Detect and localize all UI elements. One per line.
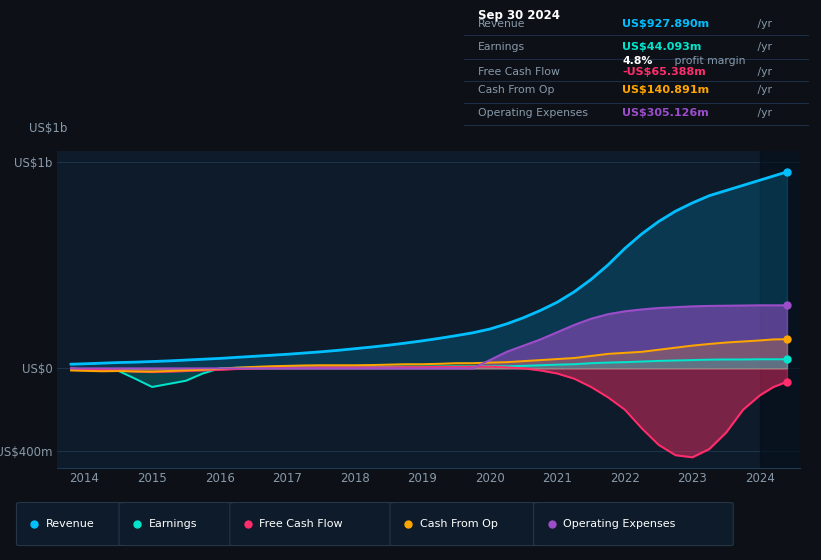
Text: Cash From Op: Cash From Op: [420, 519, 498, 529]
Text: /yr: /yr: [754, 109, 772, 118]
FancyBboxPatch shape: [16, 502, 126, 545]
Text: profit margin: profit margin: [671, 57, 745, 67]
Text: /yr: /yr: [754, 20, 772, 29]
Text: US$44.093m: US$44.093m: [622, 43, 702, 52]
Text: /yr: /yr: [754, 85, 772, 95]
Text: -US$65.388m: -US$65.388m: [622, 67, 706, 77]
FancyBboxPatch shape: [390, 502, 540, 545]
Text: /yr: /yr: [754, 67, 772, 77]
Text: Operating Expenses: Operating Expenses: [563, 519, 676, 529]
Text: US$1b: US$1b: [29, 122, 67, 136]
FancyBboxPatch shape: [230, 502, 397, 545]
Text: Earnings: Earnings: [149, 519, 197, 529]
Text: Revenue: Revenue: [46, 519, 94, 529]
Text: 4.8%: 4.8%: [622, 57, 653, 67]
Bar: [760, 151, 821, 468]
Text: US$140.891m: US$140.891m: [622, 85, 709, 95]
Text: Free Cash Flow: Free Cash Flow: [259, 519, 343, 529]
Text: US$927.890m: US$927.890m: [622, 20, 709, 29]
Text: Revenue: Revenue: [478, 20, 525, 29]
Text: /yr: /yr: [754, 43, 772, 52]
Text: Cash From Op: Cash From Op: [478, 85, 554, 95]
Text: US$305.126m: US$305.126m: [622, 109, 709, 118]
Text: Free Cash Flow: Free Cash Flow: [478, 67, 560, 77]
Text: Operating Expenses: Operating Expenses: [478, 109, 588, 118]
Text: Earnings: Earnings: [478, 43, 525, 52]
FancyBboxPatch shape: [119, 502, 236, 545]
FancyBboxPatch shape: [534, 502, 733, 545]
Text: Sep 30 2024: Sep 30 2024: [478, 9, 560, 22]
